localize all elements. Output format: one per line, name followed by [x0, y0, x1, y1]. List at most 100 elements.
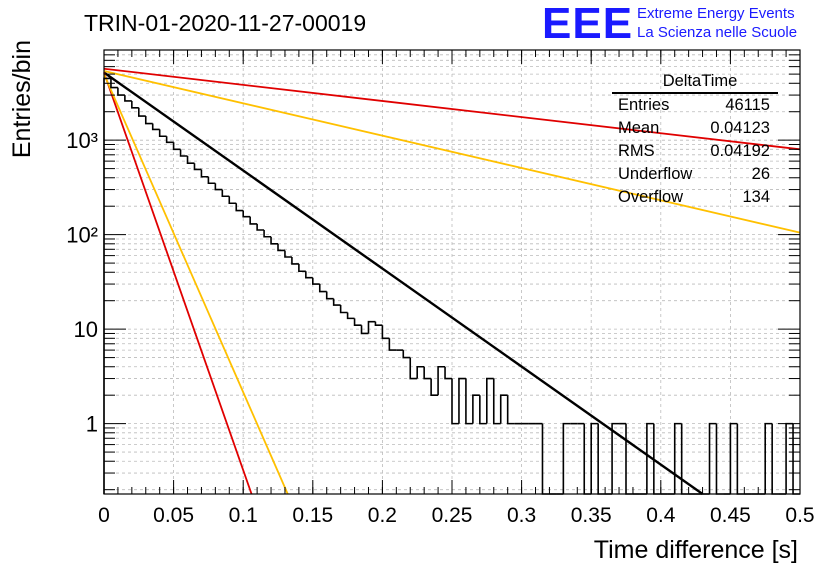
stats-box: DeltaTime Entries 46115 Mean 0.04123 RMS… — [612, 71, 778, 209]
logo-line-2: La Scienza nelle Scuole — [637, 24, 798, 41]
histogram-bin — [117, 87, 125, 96]
histogram-bin — [256, 223, 265, 231]
stats-row-rms: RMS 0.04192 — [612, 140, 778, 163]
histogram-bin — [715, 423, 724, 495]
histogram-bin — [499, 394, 508, 424]
stats-value: 26 — [751, 165, 770, 183]
histogram-bin — [228, 196, 237, 205]
stats-row-entries: Entries 46115 — [612, 94, 778, 117]
histogram-bin — [200, 169, 209, 178]
x-tick-label: 0.45 — [710, 504, 751, 527]
histogram-bin — [764, 422, 773, 494]
x-tick-label: 0.25 — [432, 504, 473, 527]
stats-row-overflow: Overflow 134 — [612, 186, 778, 209]
histogram-bin — [207, 176, 216, 185]
x-tick-label: 0.3 — [507, 504, 536, 527]
stats-label: Overflow — [618, 188, 684, 206]
tick-labels: 0 0.05 0.1 0.15 0.2 0.25 0.3 0.35 0.4 0.45 0.5 1 10 1… — [66, 128, 814, 527]
histogram-bin — [186, 155, 195, 165]
histogram-bin — [318, 284, 327, 293]
fit-line-yellow — [103, 73, 289, 495]
histogram-bin — [506, 395, 515, 425]
histogram-bin — [402, 350, 411, 359]
stats-label: Entries — [618, 96, 670, 114]
histogram-bin — [221, 189, 230, 198]
x-tick-label: 0.1 — [229, 504, 258, 527]
x-axis-label: Time difference [s] — [594, 536, 798, 564]
histogram-bin — [131, 100, 139, 109]
histogram-bin — [646, 422, 654, 494]
histogram-bin — [367, 320, 376, 334]
histogram-bin — [144, 116, 153, 125]
histogram-bin — [138, 107, 146, 117]
histogram-bin — [465, 378, 473, 425]
histogram-bin — [374, 321, 383, 327]
histogram-bin — [736, 423, 745, 495]
plot-title: TRIN-01-2020-11-27-00019 — [84, 10, 367, 36]
fit-lines — [103, 67, 801, 495]
stats-value: 46115 — [725, 96, 770, 114]
x-tick-label: 0.15 — [292, 504, 333, 527]
histogram-bin — [270, 236, 278, 245]
histogram-bin — [165, 136, 174, 144]
histogram-bin — [124, 95, 132, 102]
histogram-bin — [305, 271, 313, 279]
stats-value: 0.04123 — [710, 119, 770, 137]
histogram-bin — [325, 291, 334, 300]
histogram-bin — [249, 216, 258, 225]
fit-line-black — [103, 71, 704, 495]
histogram-bin — [492, 378, 501, 425]
y-tick-label: 10³ — [66, 128, 98, 153]
x-tick-label: 0 — [98, 504, 110, 527]
stats-value: 134 — [742, 188, 770, 206]
histogram-bin — [353, 318, 362, 327]
histogram-bin — [451, 378, 459, 425]
histogram-bin — [409, 357, 418, 380]
histogram-bin — [708, 422, 717, 494]
histogram-bin — [151, 123, 160, 131]
histogram-bin — [792, 423, 800, 495]
histogram-bin — [458, 377, 466, 424]
histogram-bin — [312, 277, 320, 285]
stats-title: DeltaTime — [612, 71, 778, 94]
histogram-bin — [388, 338, 397, 351]
histogram-bin — [423, 366, 432, 380]
fit-line-red — [103, 67, 801, 151]
histogram-bin — [416, 365, 425, 379]
y-tick-label: 10² — [66, 223, 98, 248]
stats-row-underflow: Underflow 26 — [612, 163, 778, 186]
histogram-bin — [158, 129, 167, 138]
histogram-bin — [771, 423, 780, 495]
histogram-bin — [360, 325, 369, 335]
stats-label: Mean — [618, 119, 660, 137]
histogram-bin — [339, 305, 348, 314]
stats-label: RMS — [618, 142, 655, 160]
x-tick-label: 0.2 — [368, 504, 397, 527]
histogram-bin — [103, 77, 111, 494]
histogram-bin — [583, 423, 592, 495]
histogram-bin — [298, 263, 306, 273]
histogram-bin — [479, 395, 487, 425]
logo-text: Extreme Energy Events La Scienza nelle S… — [637, 4, 797, 42]
logo-line-1: Extreme Energy Events — [637, 5, 795, 22]
histogram-bin — [291, 257, 299, 265]
x-tick-label: 0.35 — [571, 504, 612, 527]
histogram-bin — [277, 243, 285, 252]
histogram-bin — [653, 423, 661, 495]
histogram-bin — [590, 422, 599, 494]
histogram-bin — [284, 250, 292, 258]
fit-line-yellow — [103, 70, 801, 234]
y-tick-label: 1 — [86, 412, 98, 437]
histogram-bin — [541, 423, 550, 495]
stats-label: Underflow — [618, 165, 693, 183]
histogram-bin — [611, 422, 620, 494]
histogram-bin — [214, 183, 223, 191]
x-tick-label: 0.5 — [785, 504, 814, 527]
histogram-bin — [172, 142, 181, 151]
histogram-bin — [729, 422, 738, 494]
histogram-bin — [430, 378, 439, 396]
histogram-bin — [486, 377, 494, 424]
histogram-bin — [242, 210, 251, 218]
histogram-bin — [472, 394, 480, 424]
histogram-bin — [785, 422, 794, 494]
